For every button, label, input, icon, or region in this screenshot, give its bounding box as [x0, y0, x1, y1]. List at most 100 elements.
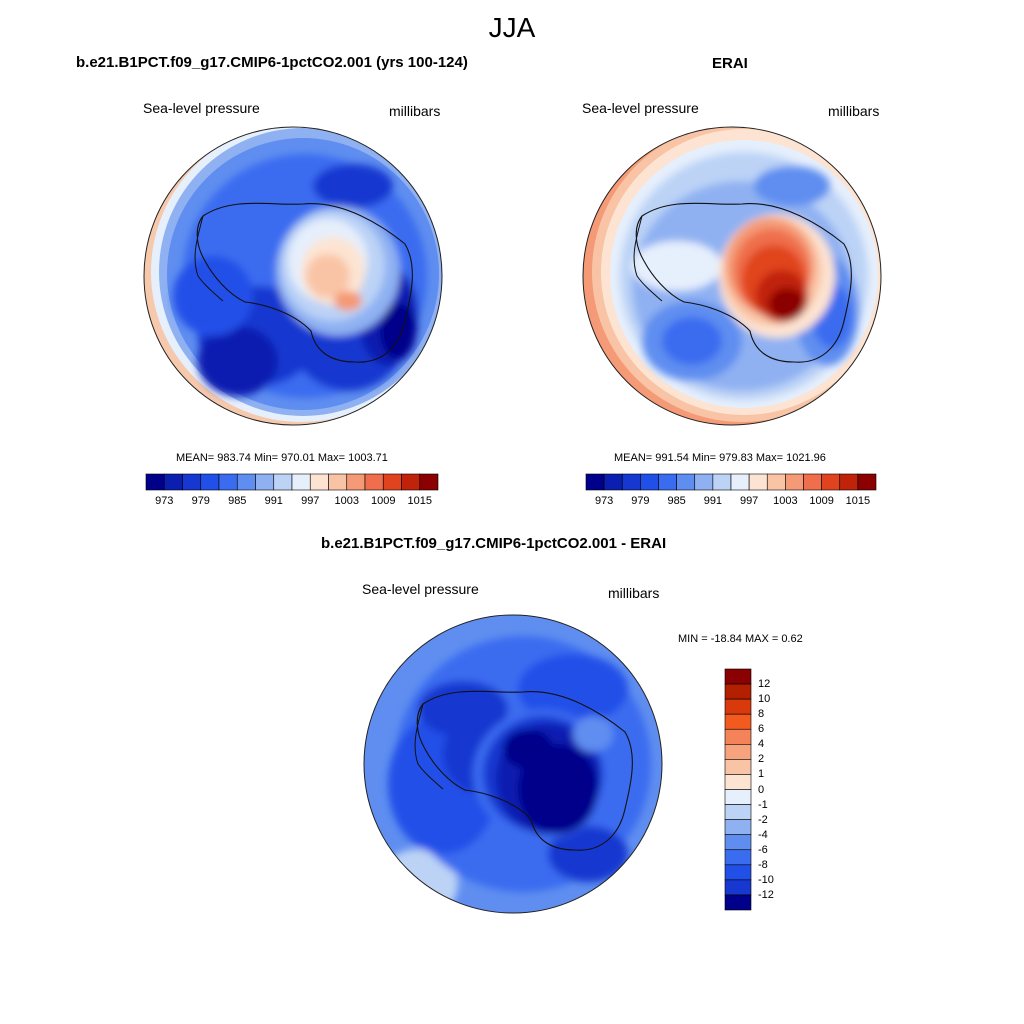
colorbar-tick-label: 1003 [334, 495, 359, 507]
colorbar-swatch [236, 473, 256, 491]
panel3-units-label: millibars [608, 585, 660, 601]
colorbar-swatch [218, 473, 238, 491]
colorbar-tick-label: 991 [703, 495, 723, 507]
panel2-antarctica-coastline [635, 202, 852, 363]
colorbar-tick-label: 985 [228, 495, 247, 507]
panel1-title: b.e21.B1PCT.f09_g17.CMIP6-1pctCO2.001 (y… [76, 54, 468, 71]
colorbar-tick-label: 6 [758, 723, 765, 736]
colorbar-tick-label: 1015 [845, 495, 871, 507]
colorbar-tick-label: 12 [758, 678, 771, 691]
colorbar-swatch [724, 774, 752, 790]
colorbar-swatch [766, 473, 786, 491]
panel3-antarctica-coastline [416, 690, 633, 851]
colorbar-tick-label: 0 [758, 783, 765, 796]
colorbar-swatch [724, 698, 752, 715]
panel3-polar-map [363, 614, 663, 914]
panel1-colorbar-ticks: 973 979 985 991 997 1003 1009 1015 [146, 495, 438, 509]
colorbar-swatch [585, 473, 605, 491]
colorbar-swatch [382, 473, 402, 491]
colorbar-swatch [182, 473, 202, 491]
panel2-map-border [582, 126, 882, 426]
colorbar-swatch [328, 473, 348, 491]
colorbar-swatch [364, 473, 384, 491]
panel2-stats: MEAN= 991.54 Min= 979.83 Max= 1021.96 [614, 452, 826, 464]
colorbar-swatch [603, 473, 623, 491]
panel1-colorbar [145, 473, 439, 491]
colorbar-swatch [724, 789, 752, 805]
colorbar-tick-label: 997 [739, 495, 759, 507]
panel1-polar-map [143, 126, 443, 426]
colorbar-swatch [748, 473, 768, 491]
colorbar-swatch [712, 473, 732, 491]
panel3-map-border [363, 614, 663, 914]
colorbar-swatch [640, 473, 659, 491]
panel3-colorbar [724, 668, 752, 911]
colorbar-tick-label: 10 [758, 693, 771, 706]
colorbar-swatch [163, 473, 183, 491]
colorbar-tick-label: 991 [264, 495, 283, 507]
colorbar-swatch [821, 473, 841, 491]
colorbar-tick-label: -6 [758, 843, 768, 856]
colorbar-swatch [785, 473, 804, 491]
colorbar-swatch [200, 473, 220, 491]
colorbar-tick-label: 979 [191, 495, 210, 507]
colorbar-tick-label: 1009 [809, 495, 834, 507]
colorbar-swatch [724, 668, 752, 685]
colorbar-swatch [291, 473, 311, 491]
panel2-polar-map [582, 126, 882, 426]
panel3-variable-label: Sea-level pressure [362, 581, 479, 597]
colorbar-tick-label: 1 [758, 768, 765, 781]
colorbar-tick-label: -12 [758, 888, 774, 901]
colorbar-swatch [255, 473, 275, 491]
colorbar-swatch [724, 834, 752, 851]
colorbar-tick-label: 1003 [773, 495, 798, 507]
colorbar-tick-label: 973 [594, 495, 614, 507]
colorbar-tick-label: 997 [301, 495, 320, 507]
panel2-units-label: millibars [828, 103, 880, 119]
colorbar-tick-label: 985 [667, 495, 686, 507]
colorbar-tick-label: -2 [758, 813, 768, 826]
panel3-stats: MIN = -18.84 MAX = 0.62 [678, 633, 803, 645]
colorbar-swatch [724, 864, 752, 881]
colorbar-swatch [309, 473, 329, 491]
colorbar-tick-label: -4 [758, 828, 768, 841]
colorbar-swatch [346, 473, 366, 491]
panel2-colorbar-ticks: 973 979 985 991 997 1003 1009 1015 [586, 495, 876, 509]
panel1-map-border [143, 126, 443, 426]
figure-title: JJA [488, 12, 536, 43]
colorbar-tick-label: -10 [758, 873, 774, 886]
colorbar-swatch [724, 728, 752, 745]
colorbar-swatch [724, 849, 752, 866]
colorbar-swatch [401, 473, 421, 491]
colorbar-tick-label: 2 [758, 753, 765, 766]
colorbar-swatch [857, 473, 877, 491]
colorbar-swatch [273, 473, 293, 491]
colorbar-swatch [724, 744, 752, 760]
colorbar-swatch [621, 473, 641, 491]
colorbar-tick-label: -1 [758, 798, 768, 811]
colorbar-swatch [676, 473, 696, 491]
colorbar-swatch [724, 713, 752, 730]
colorbar-tick-label: 4 [758, 738, 765, 751]
colorbar-swatch [658, 473, 677, 491]
colorbar-tick-label: 1009 [371, 495, 396, 507]
colorbar-tick-label: 8 [758, 708, 765, 721]
panel2-variable-label: Sea-level pressure [582, 100, 699, 116]
panel1-antarctica-coastline [196, 202, 413, 363]
colorbar-tick-label: 979 [631, 495, 650, 507]
colorbar-tick-label: 973 [155, 495, 174, 507]
colorbar-swatch [724, 879, 752, 896]
colorbar-swatch [724, 819, 752, 835]
panel1-stats: MEAN= 983.74 Min= 970.01 Max= 1003.71 [176, 452, 388, 464]
panel3-colorbar-ticks: 12 10 8 6 4 2 1 0 -1 -2 -4 -6 -8 -10 -12 [758, 669, 798, 910]
colorbar-swatch [419, 473, 439, 491]
panel1-variable-label: Sea-level pressure [143, 100, 260, 116]
colorbar-tick-label: -8 [758, 858, 768, 871]
colorbar-swatch [730, 473, 750, 491]
panel1-units-label: millibars [389, 103, 441, 119]
colorbar-swatch [724, 804, 752, 820]
colorbar-swatch [145, 473, 165, 491]
colorbar-swatch [803, 473, 822, 491]
colorbar-swatch [839, 473, 859, 491]
panel2-colorbar [585, 473, 877, 491]
